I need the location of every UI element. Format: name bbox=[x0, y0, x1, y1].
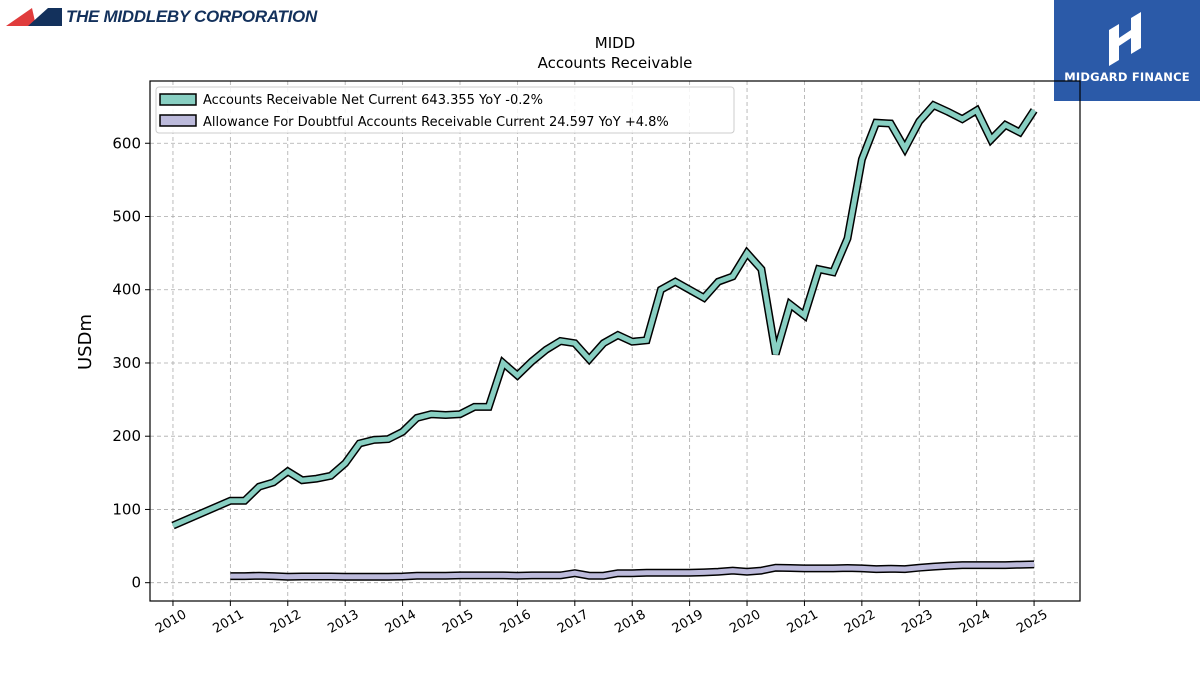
company-logo-text: THE MIDDLEBY CORPORATION bbox=[66, 7, 317, 26]
brand-watermark: MIDGARD FINANCE bbox=[1054, 0, 1200, 101]
x-tick-label: 2012 bbox=[268, 607, 304, 637]
legend-label-accounts-receivable: Accounts Receivable Net Current 643.355 … bbox=[203, 93, 543, 108]
x-tick-label: 2016 bbox=[498, 607, 534, 637]
y-tick-label: 400 bbox=[112, 281, 141, 299]
x-tick-label: 2018 bbox=[612, 607, 648, 637]
y-tick-label: 300 bbox=[112, 354, 141, 372]
chart-title: MIDD bbox=[595, 34, 635, 52]
x-tick-label: 2010 bbox=[153, 607, 189, 637]
y-tick-label: 600 bbox=[112, 134, 141, 152]
series-line-accounts-receivable bbox=[172, 102, 1037, 528]
series-layer bbox=[171, 100, 1038, 581]
y-axis-label: USDm bbox=[75, 314, 96, 370]
series-line-accounts-receivable-outline bbox=[171, 100, 1038, 530]
x-tick-label: 2020 bbox=[727, 607, 763, 637]
x-tick-label: 2013 bbox=[325, 607, 361, 637]
axes: 2010 2011 2012 2013 2014 2015 2016 2017 2018 2019… bbox=[112, 134, 1050, 636]
legend-swatch-allowance bbox=[159, 114, 197, 127]
y-tick-label: 500 bbox=[112, 207, 141, 225]
company-logo-icon bbox=[6, 8, 62, 26]
x-tick-label: 2019 bbox=[670, 607, 706, 637]
x-tick-label: 2017 bbox=[555, 607, 591, 637]
legend-box bbox=[155, 86, 735, 134]
y-tick-label: 200 bbox=[112, 427, 141, 445]
company-logo: THE MIDDLEBY CORPORATION bbox=[6, 5, 317, 29]
grid bbox=[150, 81, 1080, 601]
x-tick-label: 2014 bbox=[383, 607, 419, 637]
y-tick-label: 100 bbox=[112, 500, 141, 518]
x-tick-label: 2023 bbox=[899, 607, 935, 637]
legend-label-allowance: Allowance For Doubtful Accounts Receivab… bbox=[203, 115, 669, 130]
y-tick-label: 0 bbox=[131, 574, 141, 592]
x-tick-label: 2011 bbox=[211, 607, 247, 637]
x-tick-label: 2025 bbox=[1014, 607, 1050, 637]
brand-name: MIDGARD FINANCE bbox=[1064, 70, 1190, 84]
x-tick-label: 2021 bbox=[785, 607, 821, 637]
plot-frame bbox=[149, 80, 1081, 602]
brand-logo-icon bbox=[1109, 12, 1141, 66]
legend-swatch-accounts-receivable bbox=[159, 93, 197, 106]
legend: Accounts Receivable Net Current 643.355 … bbox=[155, 86, 735, 134]
x-tick-label: 2024 bbox=[957, 607, 993, 637]
chart-subtitle: Accounts Receivable bbox=[538, 54, 693, 72]
x-tick-label: 2015 bbox=[440, 607, 476, 637]
x-tick-label: 2022 bbox=[842, 607, 878, 637]
